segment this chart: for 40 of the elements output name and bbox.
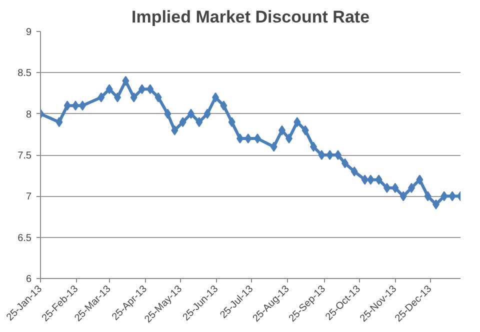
point [204, 108, 211, 119]
point [164, 108, 172, 119]
point [400, 191, 407, 202]
point [56, 117, 63, 128]
point [440, 191, 448, 202]
point [171, 125, 178, 136]
point [392, 182, 399, 193]
y-tick-label: 8 [26, 109, 32, 120]
y-tick-label: 6 [26, 274, 32, 285]
y-tick-label: 8.5 [18, 68, 32, 80]
point [350, 166, 358, 176]
point [302, 125, 309, 136]
point [154, 92, 162, 102]
point [334, 150, 342, 160]
y-tick-label: 6.5 [18, 232, 32, 244]
chart-title: Implied Market Discount Rate [131, 8, 370, 26]
point [294, 117, 301, 128]
point [130, 92, 138, 102]
point [106, 84, 113, 94]
point [122, 76, 130, 86]
point [318, 150, 326, 160]
point [270, 142, 278, 152]
y-tick-label: 7.5 [18, 150, 32, 162]
point [244, 134, 252, 144]
point [179, 117, 186, 128]
point [448, 191, 456, 202]
point [424, 191, 432, 202]
y-tick-label: 7 [26, 192, 32, 203]
point [367, 174, 374, 185]
point [64, 100, 71, 111]
point [220, 100, 228, 111]
y-tick-label: 9 [26, 27, 32, 38]
point [196, 117, 203, 128]
point [228, 117, 236, 128]
point [361, 174, 368, 185]
point [375, 174, 382, 185]
point [146, 84, 154, 94]
point [98, 92, 105, 102]
point [326, 150, 334, 160]
point [416, 174, 424, 185]
